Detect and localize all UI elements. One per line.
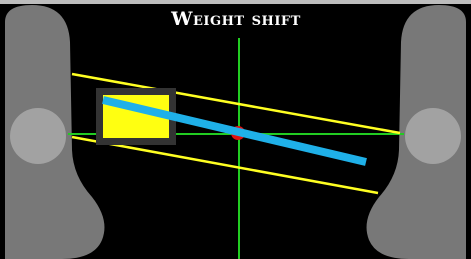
top-border [0, 0, 471, 4]
foot-center [405, 108, 461, 164]
foot-center [10, 108, 66, 164]
title: Weight shift [170, 8, 301, 30]
weight-shift-display: Weight shift [0, 0, 471, 259]
page: Weight shift (() => { const data = JSON.… [0, 0, 471, 259]
